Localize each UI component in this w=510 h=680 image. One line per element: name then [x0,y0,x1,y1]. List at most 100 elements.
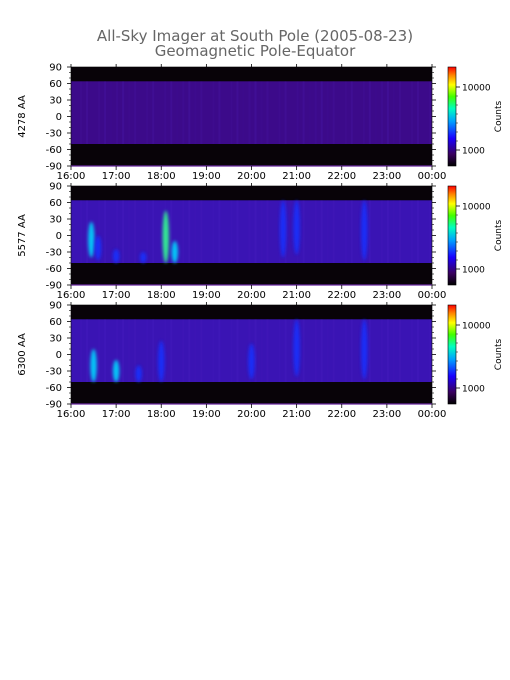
texture-streak [200,200,203,263]
y-tick-label: 90 [49,182,62,193]
texture-streak [309,81,311,144]
texture-streak [86,319,89,382]
y-axis-label: 5577 AA [17,214,28,257]
texture-streak [92,81,94,144]
texture-streak [309,200,311,263]
texture-streak [423,200,425,263]
aurora-feature [94,235,102,261]
texture-streak [362,81,365,144]
texture-streak [116,319,119,382]
texture-streak [170,81,173,144]
texture-streak [260,200,263,263]
texture-streak [212,200,215,263]
texture-streak [350,200,353,263]
texture-streak [236,319,239,382]
texture-streak [314,200,317,263]
data-band [71,81,432,144]
x-tick-label: 22:00 [327,409,356,420]
texture-streak [375,81,377,144]
x-tick-label: 17:00 [102,409,131,420]
texture-streak [98,319,101,382]
texture-streak [242,200,244,263]
texture-streak [254,200,257,263]
texture-streak [416,200,419,263]
texture-streak [104,319,107,382]
texture-streak [326,200,329,263]
texture-streak [291,319,293,382]
texture-streak [176,319,178,382]
texture-streak [392,200,395,263]
texture-streak [392,319,395,382]
texture-streak [344,200,347,263]
texture-streak [86,81,89,144]
texture-streak [386,81,389,144]
texture-streak [380,200,383,263]
texture-streak [428,200,431,263]
y-tick-label: 90 [49,63,62,74]
texture-streak [423,319,425,382]
texture-streak [266,200,269,263]
x-tick-label: 21:00 [282,290,311,301]
texture-streak [266,319,269,382]
texture-streak [368,319,371,382]
panel-2: 90 60 30 0 -30 -60 -90 5577 AA 16:00 17:00 18:00 19… [17,182,504,302]
x-tick-label: 18:00 [147,171,176,182]
texture-streak [302,81,305,144]
texture-streak [326,319,329,382]
colorbar [447,66,457,167]
texture-streak [98,81,101,144]
texture-streak [218,200,221,263]
texture-streak [291,200,293,263]
x-tick-label: 23:00 [372,290,401,301]
texture-streak [242,81,244,144]
x-tick-label: 19:00 [192,290,221,301]
texture-streak [152,81,155,144]
texture-streak [110,200,112,263]
y-axis-label: 4278 AA [17,95,28,138]
texture-streak [284,319,287,382]
texture-streak [86,200,89,263]
x-tick-label: 18:00 [147,290,176,301]
texture-streak [332,81,335,144]
texture-streak [182,319,185,382]
texture-streak [188,319,191,382]
texture-streak [170,200,173,263]
y-tick-label: 30 [49,96,62,107]
texture-streak [278,200,281,263]
colorbar-label: Counts [494,100,504,132]
texture-streak [254,81,257,144]
texture-streak [309,319,311,382]
texture-streak [230,81,233,144]
texture-streak [116,81,119,144]
x-tick-label: 17:00 [102,290,131,301]
x-tick-label: 00:00 [418,409,447,420]
colorbar-label: Counts [494,338,504,370]
texture-streak [423,81,425,144]
texture-streak [80,319,83,382]
texture-streak [230,200,233,263]
colorbar-label: Counts [494,219,504,251]
texture-streak [224,200,226,263]
texture-streak [314,319,317,382]
colorbar [447,304,457,405]
texture-streak [380,319,383,382]
texture-streak [375,319,377,382]
y-tick-label: 90 [49,301,62,312]
texture-streak [357,200,359,263]
y-tick-label: -60 [46,145,62,156]
colorbar-tick-label: 1000 [462,385,485,395]
texture-streak [410,81,413,144]
texture-streak [314,81,317,144]
texture-streak [110,319,112,382]
x-tick-label: 19:00 [192,409,221,420]
texture-streak [80,200,83,263]
y-tick-label: 60 [49,198,62,209]
y-tick-label: -90 [46,400,62,411]
texture-streak [428,319,431,382]
aurora-feature [293,319,300,377]
texture-streak [320,200,323,263]
texture-streak [284,81,287,144]
texture-streak [248,81,251,144]
panel-3: 90 60 30 0 -30 -60 -90 6300 AA 16:00 17:00 18:00 19… [17,301,504,421]
texture-streak [260,319,263,382]
